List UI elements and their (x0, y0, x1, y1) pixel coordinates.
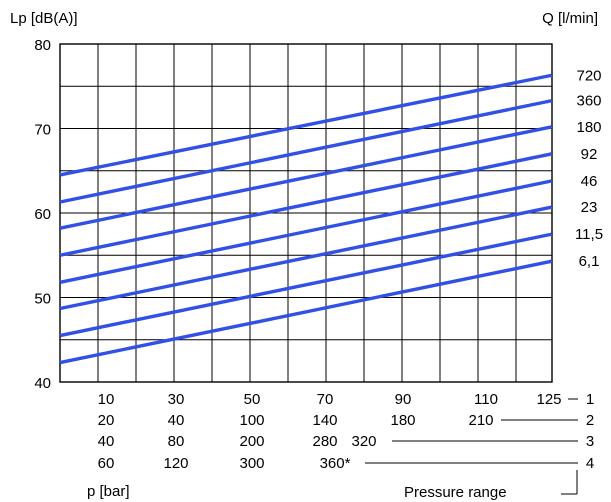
series-line (59, 152, 553, 257)
flow-label: 720 (576, 67, 601, 84)
pressure-label: 125 (536, 391, 561, 408)
flow-label: 360 (576, 93, 601, 110)
series-lines: 720 360 180 92 46 23 11,5 6,1 (59, 67, 603, 365)
pressure-label: 50 (244, 391, 261, 408)
pressure-label: 10 (98, 391, 115, 408)
pressure-range-number: 3 (586, 433, 594, 450)
series-line (59, 179, 553, 284)
y-tick-label: 50 (34, 291, 51, 308)
pressure-label: 40 (168, 412, 185, 429)
flow-label: 6,1 (579, 253, 600, 270)
y-tick-label: 40 (34, 375, 51, 392)
flow-axis-title: Q [l/min] (542, 10, 598, 27)
pressure-range-label: Pressure range (404, 484, 507, 501)
y-tick-label: 60 (34, 206, 51, 223)
pressure-range-number: 4 (586, 455, 594, 472)
pressure-label: 110 (474, 391, 498, 408)
flow-label: 92 (581, 146, 598, 163)
series-line (59, 125, 553, 230)
x-axis-title: p [bar] (87, 483, 130, 500)
series-line (59, 232, 553, 338)
pressure-label: 70 (317, 391, 334, 408)
pressure-label: 80 (168, 433, 185, 450)
pressure-label: 60 (98, 455, 115, 472)
pressure-label: 40 (98, 433, 115, 450)
pressure-range-number: 2 (586, 412, 594, 429)
pressure-label: 20 (98, 412, 115, 429)
series-line (59, 205, 553, 311)
pressure-label: 140 (312, 412, 337, 429)
pressure-label: 280 (312, 433, 337, 450)
flow-label: 46 (581, 173, 598, 190)
series-line (59, 259, 553, 365)
pressure-label: 90 (395, 391, 412, 408)
flow-label: 180 (576, 119, 601, 136)
pressure-label: 360* (320, 455, 351, 472)
y-axis-title: Lp [dB(A)] (10, 10, 78, 27)
pressure-label: 30 (168, 391, 185, 408)
pressure-label: 100 (239, 412, 264, 429)
chart-labels: Lp [dB(A)] Q [l/min] p [bar] Pressure ra… (10, 10, 598, 501)
pressure-range-number: 1 (586, 391, 594, 408)
pressure-label: 210 (468, 412, 493, 429)
pressure-label: 180 (390, 412, 415, 429)
pressure-label: 200 (239, 433, 264, 450)
pressure-label: 120 (163, 455, 188, 472)
series-line (59, 73, 553, 177)
flow-label: 11,5 (575, 226, 603, 243)
y-tick-label: 80 (34, 37, 51, 54)
pressure-label: 300 (239, 455, 264, 472)
pressure-range-leaders (365, 398, 578, 495)
series-line (59, 98, 553, 204)
pressure-label: 320 (351, 433, 376, 450)
y-tick-label: 70 (34, 122, 51, 139)
flow-label: 23 (581, 199, 598, 216)
plot-frame (59, 43, 553, 383)
